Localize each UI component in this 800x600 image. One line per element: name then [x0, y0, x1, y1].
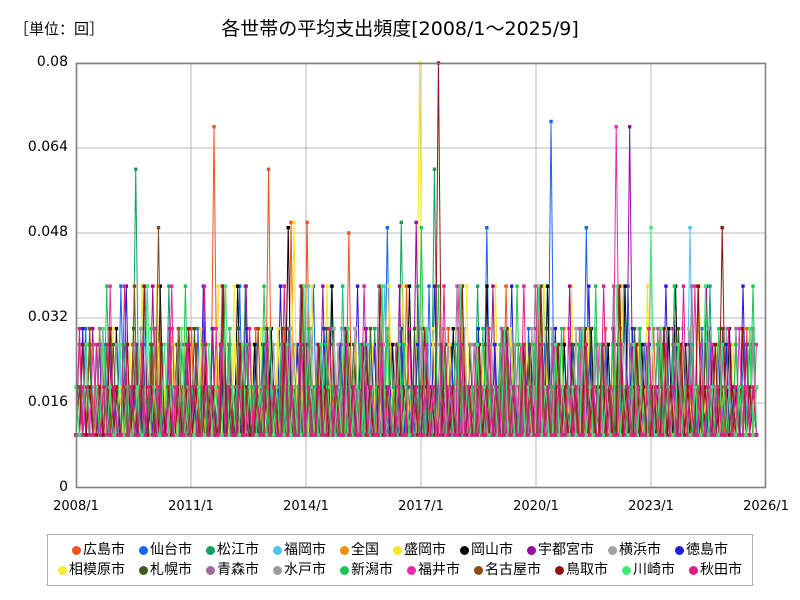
series-19 — [74, 284, 759, 437]
legend-item-広島市[interactable]: 広島市 — [72, 543, 125, 557]
legend-item-徳島市[interactable]: 徳島市 — [675, 543, 728, 557]
legend-row-2: 相模原市 札幌市 青森市 水戸市 新潟市 福井市 名古屋市 鳥取市 川崎市 秋田市 — [54, 560, 746, 580]
legend-marker-icon — [273, 565, 282, 575]
legend-item-青森市[interactable]: 青森市 — [206, 563, 259, 577]
legend-marker-icon — [393, 545, 402, 555]
x-tick-label: 2023/1 — [628, 499, 674, 514]
legend-marker-icon — [340, 545, 349, 555]
x-tick-label: 2017/1 — [398, 499, 444, 514]
legend-marker-icon — [407, 565, 416, 575]
y-tick-label: 0.08 — [36, 54, 68, 70]
legend-label: 仙台市 — [150, 542, 192, 558]
legend-marker-icon — [460, 545, 469, 555]
legend-marker-icon — [622, 565, 631, 575]
x-tick-label: 2011/1 — [168, 499, 214, 514]
legend-label: 青森市 — [217, 562, 259, 578]
legend-marker-icon — [689, 565, 698, 575]
unit-label: ［単位：回］ — [14, 20, 105, 38]
legend-label: 水戸市 — [284, 562, 326, 578]
legend-label: 秋田市 — [700, 562, 742, 578]
legend-item-新潟市[interactable]: 新潟市 — [340, 563, 393, 577]
plot-border — [75, 62, 767, 489]
y-tick-label: 0.064 — [27, 139, 68, 155]
x-tick-label: 2026/1 — [743, 499, 789, 514]
legend-label: 川崎市 — [633, 562, 675, 578]
legend-item-名古屋市[interactable]: 名古屋市 — [474, 563, 541, 577]
legend-label: 福井市 — [418, 562, 460, 578]
legend-marker-icon — [206, 565, 215, 575]
legend-item-仙台市[interactable]: 仙台市 — [139, 543, 192, 557]
legend-item-松江市[interactable]: 松江市 — [206, 543, 259, 557]
x-tick-label: 2008/1 — [53, 499, 99, 514]
legend-item-福岡市[interactable]: 福岡市 — [273, 543, 326, 557]
legend-item-相模原市[interactable]: 相模原市 — [58, 563, 125, 577]
legend-marker-icon — [527, 545, 536, 555]
legend-label: 新潟市 — [351, 562, 393, 578]
legend-item-福井市[interactable]: 福井市 — [407, 563, 460, 577]
legend-marker-icon — [273, 545, 282, 555]
legend-item-岡山市[interactable]: 岡山市 — [460, 543, 513, 557]
legend-marker-icon — [608, 545, 617, 555]
legend-label: 松江市 — [217, 542, 259, 558]
legend-label: 盛岡市 — [404, 542, 446, 558]
legend-label: 鳥取市 — [566, 562, 608, 578]
legend-label: 福岡市 — [284, 542, 326, 558]
legend-item-宇都宮市[interactable]: 宇都宮市 — [527, 543, 594, 557]
legend-label: 宇都宮市 — [538, 542, 594, 558]
legend-marker-icon — [58, 565, 67, 575]
legend-marker-icon — [340, 565, 349, 575]
legend-marker-icon — [72, 545, 81, 555]
legend-item-札幌市[interactable]: 札幌市 — [139, 563, 192, 577]
x-tick-label: 2014/1 — [283, 499, 329, 514]
legend-row-1: 広島市 仙台市 松江市 福岡市 全国 盛岡市 岡山市 宇都宮市 横浜市 徳島市 — [54, 540, 746, 560]
y-tick-label: 0.048 — [27, 224, 68, 240]
chart-title: 各世帯の平均支出頻度[2008/1〜2025/9] — [221, 18, 579, 40]
legend-item-盛岡市[interactable]: 盛岡市 — [393, 543, 446, 557]
y-tick-label: 0.016 — [27, 394, 68, 410]
legend-marker-icon — [675, 545, 684, 555]
legend-item-秋田市[interactable]: 秋田市 — [689, 563, 742, 577]
legend-marker-icon — [555, 565, 564, 575]
legend-item-川崎市[interactable]: 川崎市 — [622, 563, 675, 577]
legend-label: 札幌市 — [150, 562, 192, 578]
legend-label: 横浜市 — [619, 542, 661, 558]
legend-item-全国[interactable]: 全国 — [340, 543, 379, 557]
legend-marker-icon — [474, 565, 483, 575]
series-group — [74, 61, 759, 437]
legend-item-横浜市[interactable]: 横浜市 — [608, 543, 661, 557]
legend-label: 名古屋市 — [485, 562, 541, 578]
legend-label: 全国 — [351, 542, 379, 558]
legend-label: 広島市 — [83, 542, 125, 558]
legend-item-水戸市[interactable]: 水戸市 — [273, 563, 326, 577]
y-tick-label: 0 — [59, 479, 68, 495]
chart-legend: 広島市 仙台市 松江市 福岡市 全国 盛岡市 岡山市 宇都宮市 横浜市 徳島市 相模原市 札幌市 青森… — [47, 534, 753, 586]
legend-label: 徳島市 — [686, 542, 728, 558]
legend-item-鳥取市[interactable]: 鳥取市 — [555, 563, 608, 577]
legend-label: 相模原市 — [69, 562, 125, 578]
x-tick-label: 2020/1 — [513, 499, 559, 514]
legend-marker-icon — [139, 545, 148, 555]
y-tick-label: 0.032 — [27, 309, 68, 325]
legend-marker-icon — [206, 545, 215, 555]
legend-label: 岡山市 — [471, 542, 513, 558]
legend-marker-icon — [139, 565, 148, 575]
